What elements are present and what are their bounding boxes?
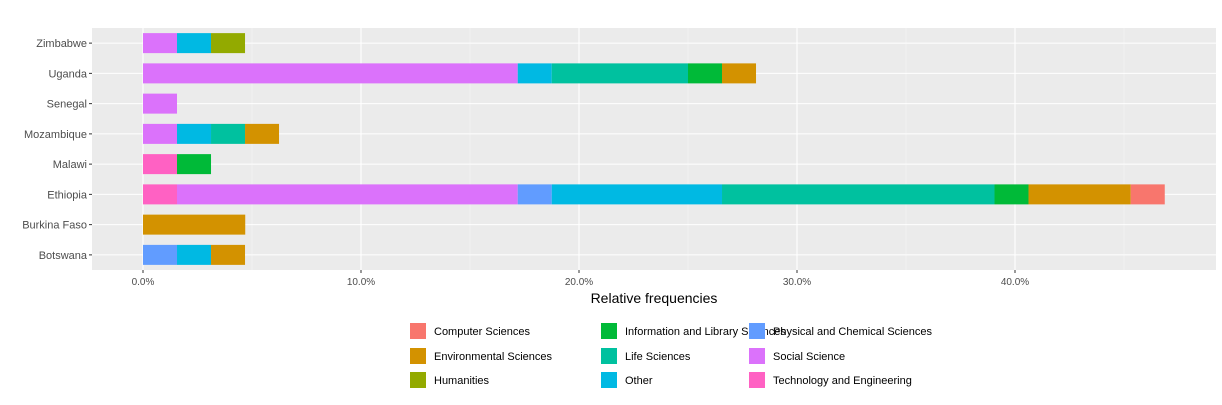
legend-swatch xyxy=(749,372,765,388)
legend-label: Information and Library Sciences xyxy=(625,326,786,338)
x-tick-label: 30.0% xyxy=(783,277,811,288)
bar-segment xyxy=(994,184,1029,205)
bar-segment xyxy=(143,93,178,114)
legend-item: Physical and Chemical Sciences xyxy=(749,323,932,339)
legend-swatch xyxy=(410,323,426,339)
legend-label: Technology and Engineering xyxy=(773,375,912,387)
bar-segment xyxy=(1028,184,1131,205)
bar-segment xyxy=(211,123,246,144)
bar-segment xyxy=(143,33,178,54)
x-axis: 0.0% 10.0% 20.0% 30.0% 40.0% xyxy=(132,270,1029,288)
y-tick-label: Mozambique xyxy=(24,129,87,141)
bar-segment xyxy=(143,63,518,84)
legend-label: Computer Sciences xyxy=(434,326,530,338)
bar-segment xyxy=(177,244,212,265)
legend-item: Social Science xyxy=(749,348,845,364)
legend-swatch xyxy=(749,323,765,339)
y-axis: Botswana Burkina Faso Ethiopia Malawi Mozamb… xyxy=(22,38,92,262)
legend-label: Humanities xyxy=(434,375,490,387)
legend-label: Other xyxy=(625,375,653,387)
bar-segment xyxy=(517,184,552,205)
bar-segment xyxy=(211,244,246,265)
bar-segment xyxy=(143,214,246,235)
bar-segment xyxy=(517,63,552,84)
y-tick-label: Zimbabwe xyxy=(36,38,87,50)
legend-item: Life Sciences xyxy=(601,348,691,364)
bar-segment xyxy=(177,184,518,205)
bars xyxy=(143,33,1165,265)
legend-item: Technology and Engineering xyxy=(749,372,912,388)
legend-swatch xyxy=(601,372,617,388)
x-tick-label: 10.0% xyxy=(347,277,375,288)
bar-segment xyxy=(688,63,723,84)
x-tick-label: 0.0% xyxy=(132,277,155,288)
legend-swatch xyxy=(749,348,765,364)
y-tick-label: Ethiopia xyxy=(47,189,88,201)
x-tick-label: 20.0% xyxy=(565,277,593,288)
bar-segment xyxy=(177,154,212,175)
legend-item: Other xyxy=(601,372,653,388)
legend-item: Computer Sciences xyxy=(410,323,530,339)
legend-swatch xyxy=(601,323,617,339)
legend-swatch xyxy=(410,372,426,388)
legend-swatch xyxy=(601,348,617,364)
bar-segment xyxy=(1130,184,1165,205)
bar-segment xyxy=(551,63,688,84)
bar-segment xyxy=(143,184,178,205)
legend-label: Physical and Chemical Sciences xyxy=(773,326,932,338)
y-tick-label: Malawi xyxy=(53,159,87,171)
legend-item: Information and Library Sciences xyxy=(601,323,786,339)
bar-segment xyxy=(143,154,178,175)
bar-segment xyxy=(722,184,995,205)
legend-item: Humanities xyxy=(410,372,490,388)
bar-segment xyxy=(245,123,280,144)
legend-label: Life Sciences xyxy=(625,351,691,363)
y-tick-label: Uganda xyxy=(48,68,87,80)
bar-segment xyxy=(143,123,178,144)
legend-item: Environmental Sciences xyxy=(410,348,553,364)
legend-label: Environmental Sciences xyxy=(434,351,553,363)
bar-segment xyxy=(551,184,723,205)
legend-swatch xyxy=(410,348,426,364)
legend-label: Social Science xyxy=(773,351,845,363)
x-axis-title: Relative frequencies xyxy=(591,290,718,306)
x-tick-label: 40.0% xyxy=(1001,277,1029,288)
y-tick-label: Burkina Faso xyxy=(22,220,87,232)
bar-segment xyxy=(143,244,178,265)
y-tick-label: Botswana xyxy=(39,250,88,262)
bar-segment xyxy=(177,33,212,54)
y-tick-label: Senegal xyxy=(47,99,87,111)
bar-segment xyxy=(722,63,757,84)
legend: Computer Sciences Environmental Sciences H… xyxy=(410,323,932,388)
bar-segment xyxy=(211,33,246,54)
bar-segment xyxy=(177,123,212,144)
